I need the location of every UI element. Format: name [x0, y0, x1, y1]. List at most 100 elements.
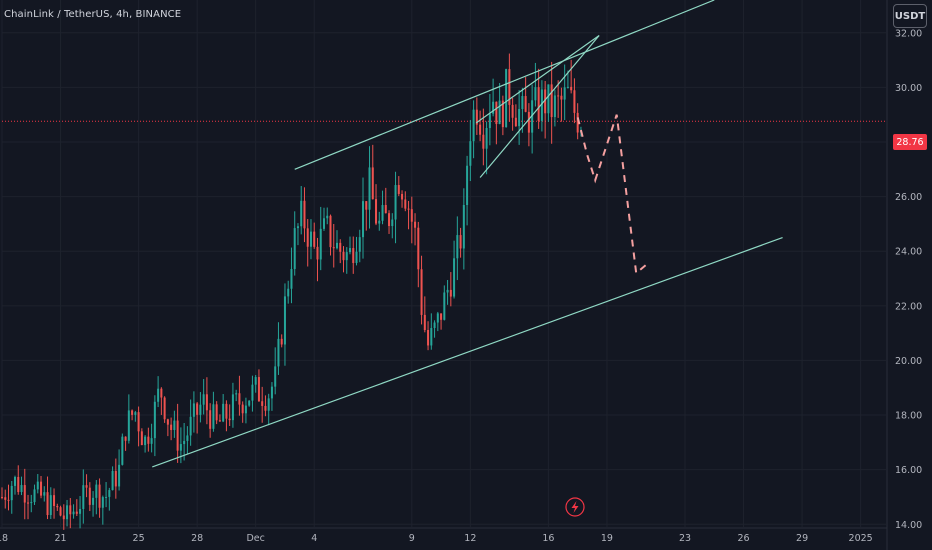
candle-body: [420, 269, 423, 315]
price-tick-label: 26.00: [895, 192, 922, 203]
candle-body: [518, 109, 521, 127]
candle-body: [423, 314, 426, 331]
candle-body: [508, 69, 511, 105]
candle-body: [547, 84, 550, 114]
price-tick-label: 24.00: [895, 247, 922, 258]
candle-body: [137, 412, 140, 432]
candle-body: [482, 134, 485, 149]
candle-body: [553, 95, 556, 118]
candle-body: [66, 505, 69, 520]
trendline[interactable]: [475, 35, 600, 124]
candle-body: [101, 497, 104, 508]
channel-trendlines: [152, 0, 783, 468]
candle-body: [40, 481, 43, 496]
candle-body: [183, 440, 186, 445]
candle-body: [14, 476, 17, 486]
time-tick-label: 26: [737, 533, 749, 544]
trendline[interactable]: [152, 236, 783, 468]
trendline[interactable]: [294, 0, 715, 170]
candle-body: [170, 424, 173, 431]
candle-body: [7, 499, 10, 501]
candle-body: [391, 219, 394, 227]
candle-body: [46, 492, 49, 516]
candle-body: [147, 436, 150, 444]
candle-body: [189, 416, 192, 436]
candle-body: [280, 338, 283, 345]
price-tick-label: 32.00: [895, 28, 922, 39]
candle-body: [277, 338, 280, 367]
candle-body: [121, 436, 124, 465]
time-tick-label: 2025: [849, 533, 873, 544]
candle-body: [49, 495, 52, 516]
price-axis[interactable]: 14.0016.0018.0020.0022.0024.0026.0028.00…: [895, 28, 922, 531]
price-tick-label: 30.00: [895, 83, 922, 94]
candle-body: [192, 403, 195, 417]
candle-body: [212, 404, 215, 429]
candle-body: [514, 117, 517, 127]
candle-body: [92, 497, 95, 505]
candle-body: [550, 84, 553, 118]
lightning-icon[interactable]: [565, 497, 585, 517]
candle-body: [511, 104, 514, 118]
candle-body: [557, 95, 560, 97]
candle-body: [196, 403, 199, 415]
candle-body: [33, 489, 36, 503]
candle-body: [56, 506, 59, 508]
candle-body: [153, 401, 156, 439]
candle-body: [475, 109, 478, 125]
trendline[interactable]: [479, 35, 600, 178]
candle-body: [105, 496, 108, 498]
candle-body: [248, 400, 251, 406]
candle-body: [397, 185, 400, 194]
candle-body: [521, 96, 524, 110]
price-tick-label: 22.00: [895, 301, 922, 312]
candle-body: [505, 69, 508, 128]
candle-body: [352, 248, 355, 264]
candle-body: [228, 418, 231, 421]
candle-body: [150, 438, 153, 444]
candle-body: [339, 242, 342, 252]
candle-body: [59, 507, 62, 516]
time-axis[interactable]: 18 21 25 28 Dec 4 9 12 16 19 23 26 29 2025: [0, 533, 873, 544]
candle-body: [114, 470, 117, 487]
candle-body: [348, 248, 352, 253]
currency-unit-button[interactable]: USDT: [893, 4, 927, 28]
candle-body: [88, 487, 91, 505]
price-tick-label: 14.00: [895, 520, 922, 531]
candle-body: [257, 377, 260, 402]
candle-body: [267, 398, 270, 411]
candle-body: [407, 208, 410, 210]
candle-body: [293, 228, 296, 270]
candle-body: [173, 420, 176, 431]
candle-body: [479, 124, 482, 135]
time-tick-label: 16: [542, 533, 554, 544]
candle-body: [534, 87, 537, 101]
candle-body: [186, 435, 189, 441]
candle-body: [495, 101, 498, 125]
candle-body: [459, 235, 462, 249]
candle-body: [540, 89, 543, 121]
candle-body: [440, 313, 443, 320]
candle-body: [108, 490, 111, 497]
candle-body: [332, 247, 335, 249]
candle-body: [238, 393, 241, 405]
time-tick-label: 9: [409, 533, 415, 544]
candle-body: [27, 502, 30, 504]
candle-body: [166, 419, 169, 425]
candle-body: [79, 508, 82, 514]
time-tick-label: Dec: [246, 533, 264, 544]
candle-body: [53, 495, 56, 507]
candle-body: [251, 384, 254, 401]
candle-body: [368, 167, 371, 210]
candle-body: [306, 228, 309, 247]
time-tick-label: 18: [0, 533, 8, 544]
candle-body: [501, 100, 504, 128]
candle-body: [570, 86, 573, 91]
candle-body: [456, 235, 459, 259]
candle-body: [524, 96, 527, 112]
candle-body: [163, 397, 166, 420]
candle-body: [414, 221, 417, 228]
candle-body: [355, 251, 358, 264]
candle-body: [443, 292, 446, 320]
